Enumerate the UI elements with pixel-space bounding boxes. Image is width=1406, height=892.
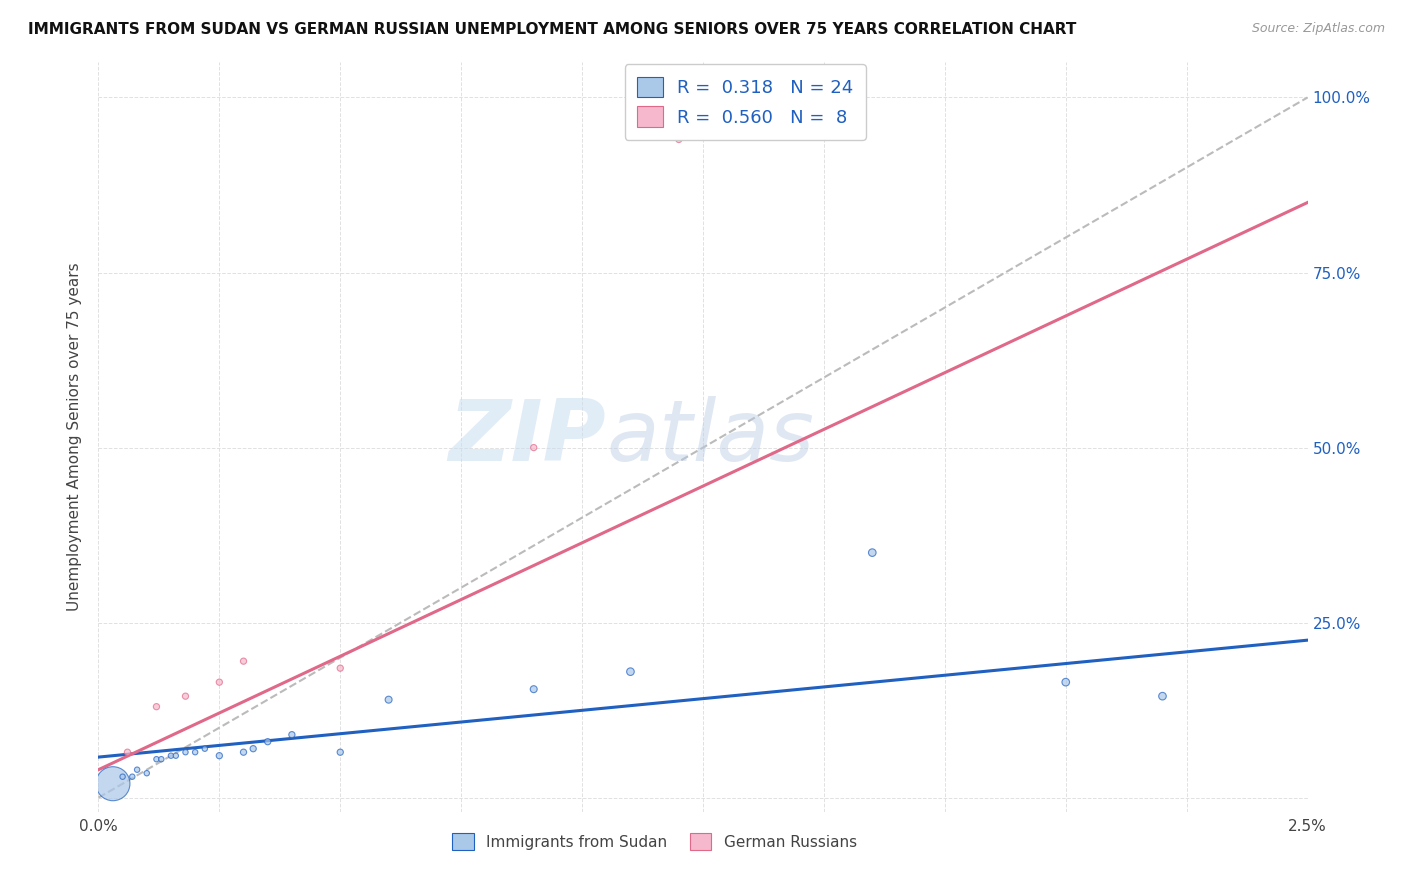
Point: [145, 752, 167, 766]
Point: [184, 745, 207, 759]
Point: [242, 741, 264, 756]
Point: [174, 745, 197, 759]
Point: [232, 745, 254, 759]
Point: [160, 748, 183, 763]
Point: [619, 665, 641, 679]
Point: [232, 654, 254, 668]
Point: [329, 661, 352, 675]
Text: Source: ZipAtlas.com: Source: ZipAtlas.com: [1251, 22, 1385, 36]
Point: [150, 752, 173, 766]
Point: [127, 763, 149, 777]
Text: atlas: atlas: [606, 395, 814, 479]
Point: [117, 745, 139, 759]
Point: [174, 689, 197, 703]
Point: [121, 770, 143, 784]
Point: [1054, 675, 1077, 690]
Point: [208, 675, 231, 690]
Point: [135, 766, 157, 780]
Point: [101, 777, 124, 791]
Point: [208, 748, 231, 763]
Point: [523, 682, 546, 697]
Text: IMMIGRANTS FROM SUDAN VS GERMAN RUSSIAN UNEMPLOYMENT AMONG SENIORS OVER 75 YEARS: IMMIGRANTS FROM SUDAN VS GERMAN RUSSIAN …: [28, 22, 1077, 37]
Point: [668, 132, 690, 146]
Point: [281, 728, 304, 742]
Point: [256, 734, 278, 748]
Point: [377, 692, 399, 706]
Text: ZIP: ZIP: [449, 395, 606, 479]
Point: [194, 741, 217, 756]
Point: [111, 770, 134, 784]
Point: [523, 441, 546, 455]
Point: [145, 699, 167, 714]
Point: [329, 745, 352, 759]
Point: [165, 748, 187, 763]
Legend: Immigrants from Sudan, German Russians: Immigrants from Sudan, German Russians: [446, 827, 863, 856]
Y-axis label: Unemployment Among Seniors over 75 years: Unemployment Among Seniors over 75 years: [67, 263, 83, 611]
Point: [1152, 689, 1174, 703]
Point: [860, 546, 883, 560]
